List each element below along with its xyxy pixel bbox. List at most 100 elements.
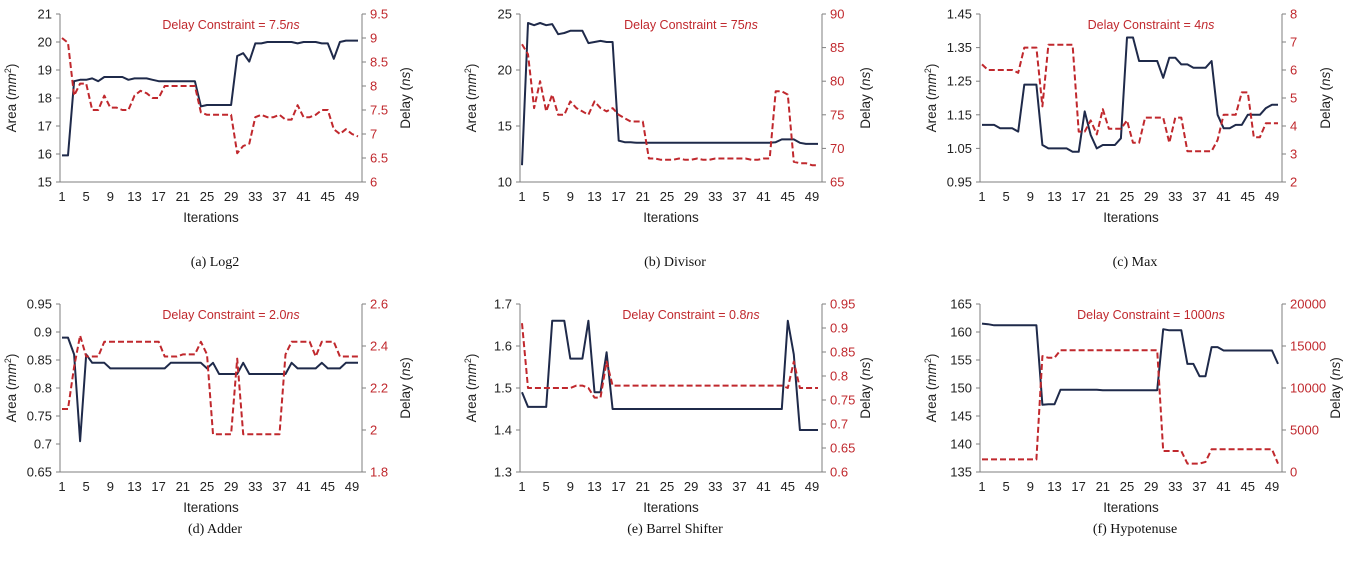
x-tick-label: 1 (518, 189, 525, 204)
y2-tick-label: 0.7 (830, 417, 848, 432)
x-tick-label: 21 (636, 189, 650, 204)
y2-tick-label: 3 (1290, 147, 1297, 162)
x-tick-label: 25 (200, 189, 214, 204)
y2-tick-label: 6 (370, 175, 377, 190)
y-tick-label: 155 (950, 353, 972, 368)
y2-tick-label: 8.5 (370, 55, 388, 70)
chart-caption: (c) Max (1112, 255, 1158, 270)
x-tick-label: 1 (978, 479, 985, 494)
y2-tick-label: 0.6 (830, 465, 848, 480)
x-tick-label: 21 (636, 479, 650, 494)
x-tick-label: 49 (345, 479, 359, 494)
y2-tick-label: 2.2 (370, 381, 388, 396)
y2-tick-label: 5 (1290, 91, 1297, 106)
x-tick-label: 13 (1047, 479, 1061, 494)
x-tick-label: 17 (611, 189, 625, 204)
x-tick-label: 13 (1047, 189, 1061, 204)
delay-constraint-annotation: Delay Constraint = 1000ns (1077, 308, 1225, 322)
x-tick-label: 33 (708, 189, 722, 204)
x-tick-label: 1 (978, 189, 985, 204)
y-axis-label: Area (mm2) (463, 354, 479, 423)
y2-tick-label: 7 (370, 127, 377, 142)
x-tick-label: 29 (1144, 479, 1158, 494)
y2-tick-label: 90 (830, 7, 844, 22)
x-tick-label: 25 (1120, 479, 1134, 494)
y-tick-label: 165 (950, 297, 972, 312)
x-tick-label: 49 (1265, 189, 1279, 204)
y-tick-label: 1.6 (494, 339, 512, 354)
x-tick-label: 9 (1027, 479, 1034, 494)
chart-panel: 10 15 20 25 65 70 75 80 85 90 1 5 9 13 17 21 25 29 33 37 41 4… (460, 0, 890, 285)
y-tick-label: 0.8 (34, 381, 52, 396)
y2-tick-label: 15000 (1290, 339, 1326, 354)
x-tick-label: 49 (1265, 479, 1279, 494)
x-tick-label: 17 (611, 479, 625, 494)
x-tick-label: 1 (58, 189, 65, 204)
y2-tick-label: 80 (830, 74, 844, 89)
x-tick-label: 49 (345, 189, 359, 204)
y-axis-label: Area (mm2) (463, 64, 479, 133)
delay-series-line (982, 349, 1279, 465)
x-tick-label: 17 (1071, 189, 1085, 204)
y-tick-label: 150 (950, 381, 972, 396)
y2-tick-label: 2 (370, 423, 377, 438)
x-tick-label: 13 (587, 189, 601, 204)
x-tick-label: 41 (296, 479, 310, 494)
y2-tick-label: 7 (1290, 35, 1297, 50)
y-tick-label: 16 (38, 147, 52, 162)
y2-tick-label: 0.8 (830, 369, 848, 384)
y2-tick-label: 75 (830, 107, 844, 122)
y-tick-label: 10 (498, 175, 512, 190)
chart-caption: (a) Log2 (190, 255, 240, 270)
x-tick-label: 37 (272, 479, 286, 494)
delay-constraint-annotation: Delay Constraint = 2.0ns (162, 308, 299, 322)
y2-axis-label: Delay (ns) (858, 357, 873, 419)
x-tick-label: 37 (1192, 189, 1206, 204)
y-tick-label: 1.4 (494, 423, 512, 438)
chart-panel: 0.95 1.05 1.15 1.25 1.35 1.45 2 3 4 5 6 7 8 1 5 9 13 17 21… (920, 0, 1350, 285)
chart-caption: (f) Hypotenuse (1092, 522, 1178, 537)
y2-tick-label: 6.5 (370, 151, 388, 166)
x-tick-label: 33 (1168, 189, 1182, 204)
delay-series-line (981, 43, 1278, 153)
y-tick-label: 19 (38, 63, 52, 78)
chart-panel: 135 140 145 150 155 160 165 0 5000 10000 15000 2000… (920, 290, 1350, 575)
chart-caption: (b) Divisor (644, 255, 706, 270)
y-tick-label: 1.25 (947, 74, 972, 89)
y2-tick-label: 5000 (1290, 423, 1319, 438)
chart-svg: 1.3 1.4 1.5 1.6 1.7 0.6 0.65 0.7 0.75 0.8 0.85 0.9 0… (463, 297, 873, 516)
x-tick-label: 1 (518, 479, 525, 494)
chart-svg: 0.65 0.7 0.75 0.8 0.85 0.9 0.95 1.8 2 2.2 2.4 2.6 1 5… (3, 297, 413, 516)
x-tick-label: 13 (127, 479, 141, 494)
y-tick-label: 15 (498, 119, 512, 134)
x-tick-label: 45 (781, 479, 795, 494)
x-tick-label: 5 (83, 189, 90, 204)
y-tick-label: 1.5 (494, 381, 512, 396)
x-tick-label: 9 (567, 479, 574, 494)
delay-series-line (521, 323, 818, 399)
x-tick-label: 25 (660, 189, 674, 204)
chart-panel: 1.3 1.4 1.5 1.6 1.7 0.6 0.65 0.7 0.75 0.8 0.85 0.9 0… (460, 290, 890, 575)
y2-tick-label: 4 (1290, 119, 1297, 134)
x-tick-label: 25 (660, 479, 674, 494)
delay-series-line (62, 334, 358, 436)
y-tick-label: 145 (950, 409, 972, 424)
y-tick-label: 1.15 (947, 107, 972, 122)
y-tick-label: 0.95 (947, 175, 972, 190)
y2-tick-label: 0 (1290, 465, 1297, 480)
x-tick-label: 5 (543, 479, 550, 494)
y-tick-label: 1.05 (947, 141, 972, 156)
x-tick-label: 5 (1003, 479, 1010, 494)
x-tick-label: 29 (1144, 189, 1158, 204)
x-tick-label: 21 (176, 479, 190, 494)
area-series-line (521, 22, 818, 166)
x-tick-label: 13 (127, 189, 141, 204)
x-tick-label: 33 (1168, 479, 1182, 494)
y-tick-label: 1.7 (494, 297, 512, 312)
y2-tick-label: 8 (370, 79, 377, 94)
x-tick-label: 17 (1071, 479, 1085, 494)
x-tick-label: 5 (1003, 189, 1010, 204)
